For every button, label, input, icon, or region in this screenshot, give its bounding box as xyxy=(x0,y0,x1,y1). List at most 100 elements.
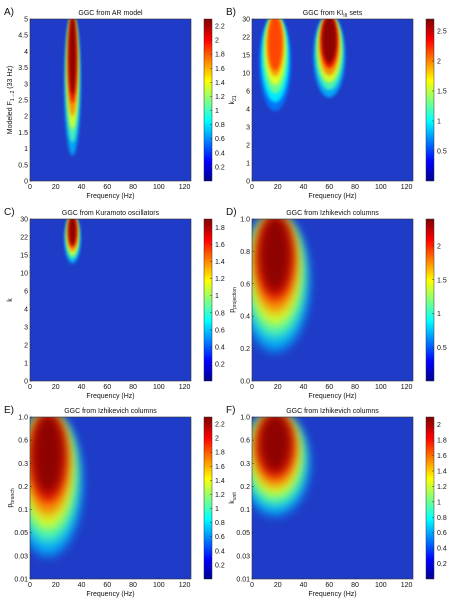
colorbar-tick-label: 2.2 xyxy=(215,24,225,31)
y-axis-label: kunit xyxy=(229,492,238,504)
y-tick-label: 4 xyxy=(246,107,250,114)
x-tick-label: 80 xyxy=(351,184,359,191)
x-axis-label: Frequency (Hz) xyxy=(86,591,134,598)
x-tick-label: 80 xyxy=(351,582,359,589)
panel-c: 0 20 40 60 80 100 120 Frequency (Hz) 0 1 2 3 4 6 10 15 2… xyxy=(4,207,225,400)
heatmap-blob xyxy=(259,417,291,473)
x-axis-label: Frequency (Hz) xyxy=(308,591,356,598)
colorbar-tick-label: 1.2 xyxy=(215,492,225,499)
x-tick-label: 0 xyxy=(28,582,32,589)
y-tick-label: 0.6 xyxy=(240,438,250,445)
heatmap-feature xyxy=(64,219,81,264)
colorbar-tick-label: 1.4 xyxy=(437,469,447,476)
colorbar-tick-label: 1.2 xyxy=(215,94,225,101)
x-tick-label: 100 xyxy=(153,384,165,391)
panel-e: 0 20 40 60 80 100 120 Frequency (Hz) 0.01 0.03 0.0… xyxy=(4,405,225,598)
colorbar xyxy=(425,218,435,382)
y-axis-label: k xyxy=(7,298,14,302)
x-tick-label: 100 xyxy=(375,582,387,589)
x-tick-label: 100 xyxy=(375,184,387,191)
x-tick-label: 0 xyxy=(28,184,32,191)
x-tick-label: 80 xyxy=(129,582,137,589)
y-tick-label: 0.3 xyxy=(18,461,28,468)
colorbar-tick-label: 1.5 xyxy=(437,277,447,284)
y-tick-label: 0.03 xyxy=(14,553,28,560)
heatmap-features xyxy=(252,219,309,352)
heatmap-feature xyxy=(313,19,345,98)
colorbar-tick-label: 1.8 xyxy=(215,52,225,59)
heatmap-blob xyxy=(267,19,283,71)
y-tick-label: 10 xyxy=(20,271,28,278)
x-tick-label: 60 xyxy=(325,384,333,391)
colorbar-tick-label: 0.2 xyxy=(215,164,225,171)
heatmap-features xyxy=(30,417,82,557)
heatmap-blob xyxy=(322,19,337,64)
panel-title: GGC from AR model xyxy=(78,10,143,17)
axes-frame xyxy=(29,218,192,382)
y-tick-label: 0.8 xyxy=(240,249,250,256)
panel-b: 0 20 40 60 80 100 120 Frequency (Hz) 0 1 2 3 4 6 10 15 2… xyxy=(226,7,447,200)
y-tick-label: 1 xyxy=(24,361,28,368)
x-tick-label: 40 xyxy=(300,384,308,391)
panel-title: GGC from KIIII sets xyxy=(303,10,363,19)
y-tick-label: 1.0 xyxy=(240,217,250,224)
x-axis-label: Frequency (Hz) xyxy=(308,393,356,400)
y-tick-label: 6 xyxy=(246,89,250,96)
x-tick-label: 100 xyxy=(153,184,165,191)
x-tick-label: 40 xyxy=(78,582,86,589)
panel-title: GGC from Izhikevich columns xyxy=(64,408,157,415)
x-tick-label: 80 xyxy=(351,384,359,391)
y-axis-label: pprojection xyxy=(229,287,238,313)
x-tick-label: 40 xyxy=(78,184,86,191)
panel-title: GGC from Izhikevich columns xyxy=(286,408,379,415)
y-tick-label: 0 xyxy=(246,179,250,186)
colorbar-tick-label: 1.2 xyxy=(215,276,225,283)
y-tick-label: 3 xyxy=(24,325,28,332)
colorbar xyxy=(203,416,213,580)
heatmap-blob xyxy=(259,219,291,293)
colorbar-tick-label: 0.8 xyxy=(215,520,225,527)
x-tick-label: 120 xyxy=(179,184,191,191)
y-tick-label: 0.0 xyxy=(240,379,250,386)
x-tick-label: 0 xyxy=(28,384,32,391)
x-tick-label: 20 xyxy=(274,384,282,391)
y-tick-label: 22 xyxy=(20,235,28,242)
heatmap-background xyxy=(30,219,191,381)
colorbar-tick-label: 1 xyxy=(437,119,441,126)
colorbar-tick-label: 1 xyxy=(215,108,219,115)
colorbar-tick-label: 2 xyxy=(215,38,219,45)
colorbar xyxy=(425,18,435,182)
y-tick-label: 0.3 xyxy=(240,461,250,468)
colorbar-tick-label: 1.4 xyxy=(215,259,225,266)
y-tick-label: 1.0 xyxy=(18,415,28,422)
axes-frame xyxy=(29,416,192,580)
panel-label: C) xyxy=(4,207,15,218)
heatmap-background xyxy=(30,19,191,181)
x-axis-label: Frequency (Hz) xyxy=(86,393,134,400)
colorbar-tick-label: 0.8 xyxy=(215,310,225,317)
y-tick-label: 0.4 xyxy=(240,314,250,321)
panel-d: 0 20 40 60 80 100 120 Frequency (Hz) 0.0 0.2 0.4 0.… xyxy=(226,207,447,400)
x-tick-label: 0 xyxy=(250,384,254,391)
panel-label: A) xyxy=(4,7,14,18)
y-tick-label: 15 xyxy=(20,253,28,260)
y-tick-label: 1.5 xyxy=(18,130,28,137)
colorbar-tick-label: 1.8 xyxy=(437,438,447,445)
y-tick-label: 0.6 xyxy=(240,281,250,288)
panel-title: GGC from Kuramoto oscillators xyxy=(62,210,160,217)
panel-label: F) xyxy=(226,405,235,416)
panel-label: B) xyxy=(226,7,236,18)
heatmap-feature xyxy=(30,417,82,557)
y-tick-label: 2.5 xyxy=(18,98,28,105)
y-tick-label: 0.2 xyxy=(240,346,250,353)
y-tick-label: 30 xyxy=(20,217,28,224)
x-tick-label: 20 xyxy=(52,582,60,589)
y-tick-label: 2 xyxy=(246,143,250,150)
y-tick-label: 0 xyxy=(24,179,28,186)
colorbar-tick-label: 0.4 xyxy=(215,150,225,157)
y-tick-label: 3 xyxy=(24,81,28,88)
colorbar-tick-label: 0.6 xyxy=(215,534,225,541)
y-tick-label: 4 xyxy=(24,307,28,314)
heatmap-features xyxy=(252,417,309,516)
y-tick-label: 2 xyxy=(24,343,28,350)
